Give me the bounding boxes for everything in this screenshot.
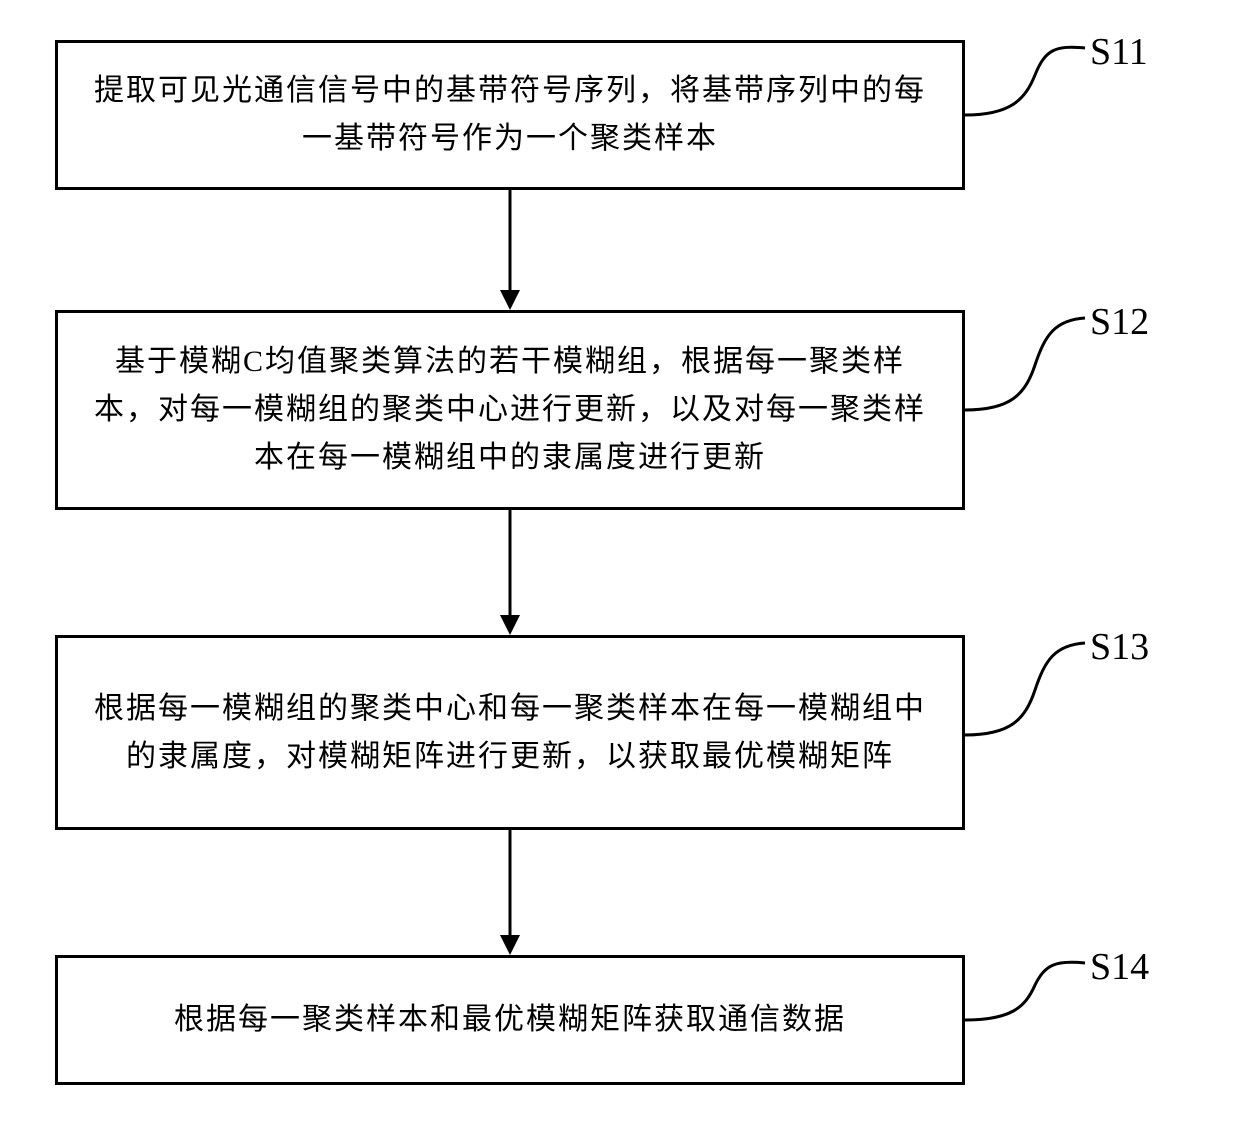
step-text-s13: 根据每一模糊组的聚类中心和每一聚类样本在每一模糊组中的隶属度，对模糊矩阵进行更新…: [88, 685, 932, 781]
step-box-s13: 根据每一模糊组的聚类中心和每一聚类样本在每一模糊组中的隶属度，对模糊矩阵进行更新…: [55, 635, 965, 830]
step-box-s11: 提取可见光通信信号中的基带符号序列，将基带序列中的每一基带符号作为一个聚类样本: [55, 40, 965, 190]
arrow-s13-s14: [490, 830, 530, 955]
step-label-s12: S12: [1090, 300, 1149, 344]
step-label-s13: S13: [1090, 625, 1149, 669]
arrow-s12-s13: [490, 510, 530, 635]
flowchart-container: 提取可见光通信信号中的基带符号序列，将基带序列中的每一基带符号作为一个聚类样本 …: [0, 0, 1240, 1137]
step-text-s12: 基于模糊C均值聚类算法的若干模糊组，根据每一聚类样本，对每一模糊组的聚类中心进行…: [88, 338, 932, 482]
step-box-s12: 基于模糊C均值聚类算法的若干模糊组，根据每一聚类样本，对每一模糊组的聚类中心进行…: [55, 310, 965, 510]
step-label-s11: S11: [1090, 30, 1148, 74]
step-box-s14: 根据每一聚类样本和最优模糊矩阵获取通信数据: [55, 955, 965, 1085]
step-text-s14: 根据每一聚类样本和最优模糊矩阵获取通信数据: [174, 996, 846, 1044]
step-label-s14: S14: [1090, 945, 1149, 989]
step-text-s11: 提取可见光通信信号中的基带符号序列，将基带序列中的每一基带符号作为一个聚类样本: [93, 67, 927, 163]
arrow-s11-s12: [490, 190, 530, 310]
